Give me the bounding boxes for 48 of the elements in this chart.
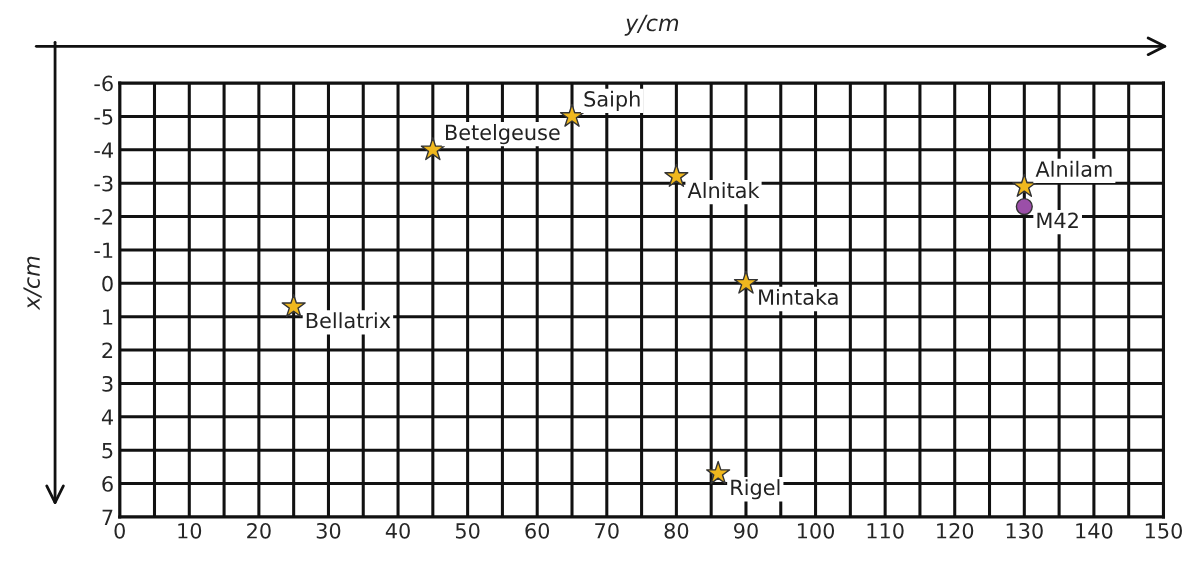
x-tick-label: 20 xyxy=(247,522,271,539)
y-tick-label: 7 xyxy=(102,509,113,525)
y-tick-label: 6 xyxy=(102,476,113,492)
y-tick-label: -2 xyxy=(94,209,113,225)
annotation: Mintaka xyxy=(759,288,838,306)
point xyxy=(559,103,585,127)
x-tick-label: 90 xyxy=(734,522,758,539)
point xyxy=(281,293,306,318)
point xyxy=(706,460,731,485)
x-tick-label: 120 xyxy=(937,522,974,539)
annotation: Alnitak xyxy=(687,182,760,199)
point xyxy=(733,270,759,294)
x-tick-label: 50 xyxy=(455,522,480,539)
x-tick-label: 30 xyxy=(316,522,341,539)
y-tick-label: 1 xyxy=(103,309,113,325)
y-tick-label: 4 xyxy=(101,409,113,425)
annotation: Rigel xyxy=(731,479,780,500)
y-tick-label: -3 xyxy=(94,175,113,192)
x-axis-title: y/cm xyxy=(624,14,679,36)
x-tick-label: 10 xyxy=(178,522,202,539)
x-tick-label: 0 xyxy=(114,522,125,539)
y-tick-label: 5 xyxy=(102,442,113,459)
annotation: Alnilam xyxy=(1035,160,1112,177)
y-tick-label: -6 xyxy=(94,75,113,92)
y-tick-label: -1 xyxy=(94,242,113,258)
x-tick-label: 140 xyxy=(1076,522,1113,539)
x-tick-label: 150 xyxy=(1145,522,1182,539)
annotation: Saiph xyxy=(584,90,640,111)
annotation: Bellatrix xyxy=(306,312,391,329)
y-tick-label: 2 xyxy=(102,342,113,358)
point xyxy=(664,163,689,187)
y-tick-label: 3 xyxy=(102,375,113,392)
x-tick-label: 60 xyxy=(525,522,550,539)
point xyxy=(420,137,445,161)
y-tick-label: 0 xyxy=(102,275,113,292)
x-tick-label: 70 xyxy=(595,522,619,539)
point xyxy=(1012,173,1037,197)
y-axis-title: x/cm xyxy=(23,256,42,311)
point xyxy=(1015,197,1033,216)
annotation: Betelgeuse xyxy=(445,124,560,145)
annotation: M42 xyxy=(1037,212,1078,228)
x-tick-label: 130 xyxy=(1006,522,1043,539)
x-tick-label: 80 xyxy=(664,522,689,539)
x-tick-label: 40 xyxy=(385,522,410,539)
y-tick-label: -4 xyxy=(94,142,113,158)
x-tick-label: 110 xyxy=(867,522,904,539)
x-tick-label: 100 xyxy=(797,522,835,539)
y-tick-label: -5 xyxy=(94,109,113,125)
